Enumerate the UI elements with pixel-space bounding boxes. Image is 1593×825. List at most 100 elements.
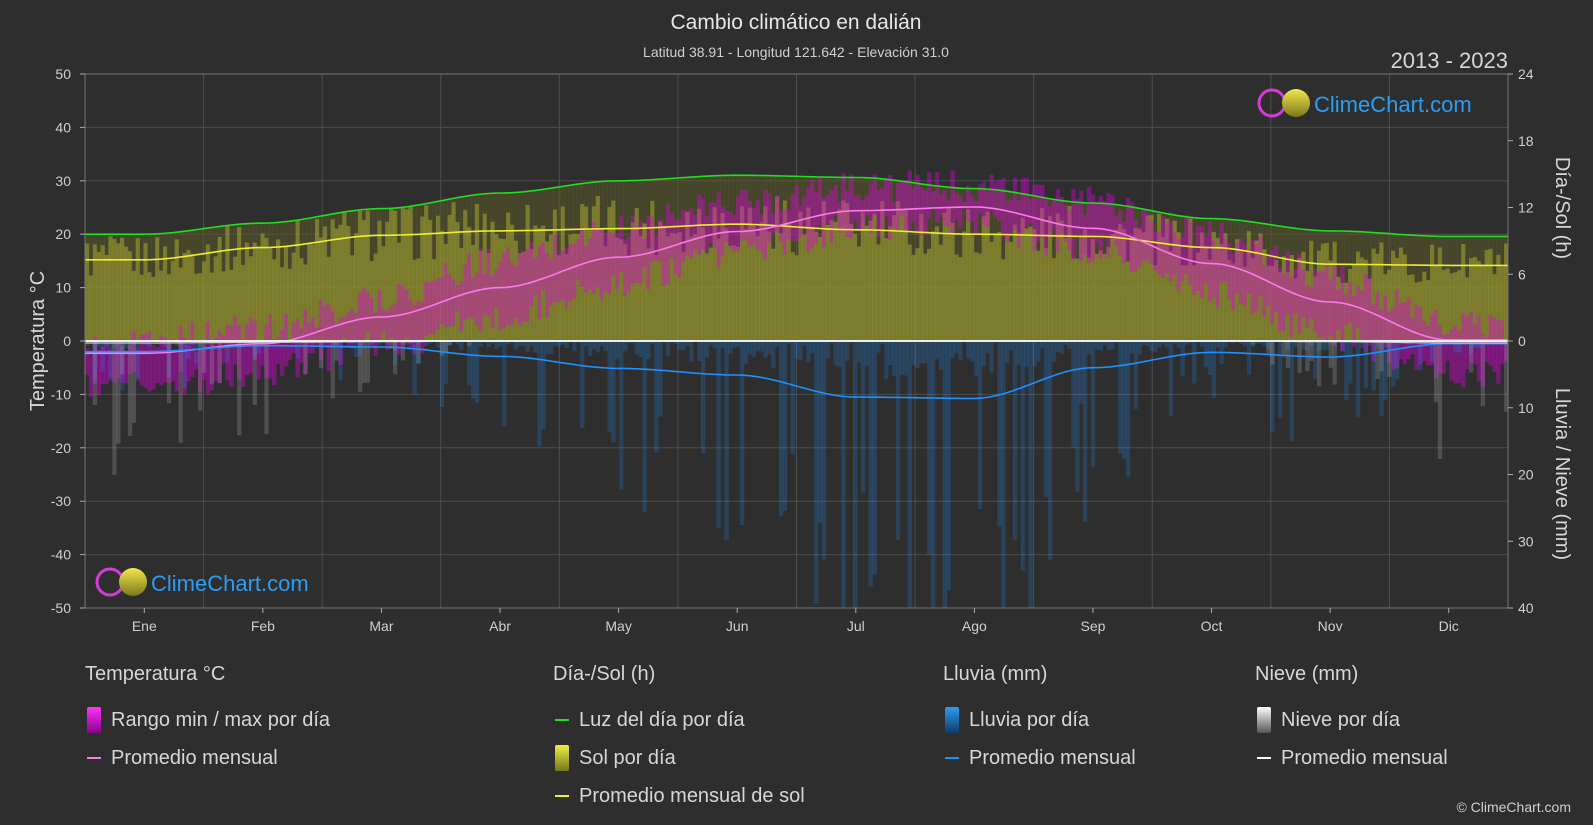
sun-bar — [194, 273, 199, 341]
rain-bar — [400, 341, 406, 344]
temp-range-bar — [829, 189, 834, 243]
sun-bar — [455, 222, 460, 341]
rain-bar — [517, 341, 523, 346]
temp-range-bar — [1336, 289, 1341, 331]
sun-bar — [1075, 258, 1080, 341]
sun-bar — [1149, 215, 1154, 341]
legend-rain: Lluvia (mm) Lluvia por día Promedio mens… — [943, 663, 1136, 777]
tick-label-temperature: -10 — [51, 386, 71, 402]
rain-bar — [942, 341, 947, 608]
rain-bar — [981, 341, 986, 367]
temp-range-bar — [708, 202, 714, 243]
rain-bar — [1324, 341, 1330, 351]
rain-bar — [1137, 341, 1142, 355]
rain-bar — [853, 341, 858, 608]
sun-bar — [931, 231, 936, 341]
temp-range-bar — [619, 215, 624, 273]
temp-range-bar — [209, 344, 215, 391]
sun-bar — [911, 254, 916, 341]
sun-bar — [190, 253, 195, 341]
temp-range-bar — [147, 331, 152, 392]
sun-bar — [431, 259, 437, 341]
temp-range-bar — [513, 266, 519, 319]
temp-range-bar — [459, 281, 464, 332]
rain-bar — [775, 341, 780, 347]
rain-bar — [552, 341, 558, 347]
rain-bar — [1469, 341, 1474, 354]
sun-bar — [1340, 282, 1345, 341]
rain-bar — [1086, 341, 1092, 355]
rain-bar — [915, 341, 920, 369]
rain-bar — [927, 341, 932, 555]
temp-range-bar — [186, 344, 191, 382]
snow-bar — [112, 341, 117, 475]
snow-bar — [1504, 341, 1508, 412]
sun-bar — [778, 233, 784, 341]
sun-bar — [1398, 247, 1404, 341]
sun-bar — [1461, 244, 1466, 341]
rain-bar — [997, 341, 1002, 527]
sun-bar — [888, 226, 893, 341]
rain-bar — [931, 341, 936, 608]
sun-bar — [615, 237, 620, 341]
temp-range-bar — [615, 233, 620, 290]
sun-bar — [541, 225, 546, 341]
tick-label-hours: 12 — [1518, 200, 1534, 216]
rain-bar — [759, 341, 764, 352]
sun-bar — [123, 246, 129, 341]
temp-range-bar — [700, 198, 706, 250]
sun-bar — [661, 225, 667, 341]
temp-range-bar — [880, 187, 885, 231]
temp-range-bar — [1040, 184, 1045, 238]
temp-range-bar — [634, 226, 640, 283]
sun-bar — [1192, 265, 1197, 341]
sun-bar — [927, 248, 932, 341]
temp-range-bar — [385, 310, 390, 350]
temp-range-bar — [814, 191, 819, 244]
snow-bar — [120, 341, 125, 375]
sun-bar — [775, 196, 780, 341]
sun-bar — [868, 220, 873, 341]
sun-bar — [747, 207, 753, 341]
rain-bar — [1125, 341, 1131, 477]
snow-bar — [1437, 341, 1443, 459]
temp-range-bar — [373, 312, 378, 356]
temp-range-bar — [654, 235, 659, 261]
sun-bar — [1001, 259, 1006, 341]
temp-range-bar — [139, 335, 144, 386]
temp-range-bar — [720, 207, 725, 257]
snow-bar — [1285, 341, 1291, 369]
temp-range-bar — [623, 239, 628, 297]
sun-bar — [377, 220, 382, 341]
temp-range-bar — [490, 276, 495, 329]
sun-bar — [580, 204, 585, 341]
snow-bar — [264, 341, 269, 435]
rain-bar — [334, 341, 339, 345]
temp-range-bar — [272, 339, 277, 386]
rain-bar — [876, 341, 881, 353]
rain-bar — [1422, 341, 1427, 344]
sun-bar — [1211, 231, 1217, 341]
sun-bar — [825, 224, 831, 341]
rain-bar — [311, 341, 316, 345]
sun-bar — [892, 215, 897, 341]
rain-bar — [1001, 341, 1006, 608]
temp-range-bar — [1137, 227, 1142, 267]
sun-bar — [170, 260, 176, 341]
sun-bar — [572, 233, 577, 341]
temp-range-bar — [1008, 200, 1014, 235]
rain-bar — [1316, 341, 1322, 351]
rain-bar — [665, 341, 671, 357]
rain-bar — [868, 341, 873, 587]
month-label: Oct — [1201, 618, 1223, 634]
temp-range-bar — [1305, 285, 1310, 328]
sun-bar — [1040, 208, 1045, 341]
sun-bar — [880, 201, 885, 341]
sun-bar — [116, 243, 121, 341]
rain-bar — [1348, 341, 1353, 384]
sun-bar — [1355, 251, 1361, 341]
sun-bar — [1059, 220, 1064, 341]
right-axis-label-bottom: Lluvia / Nieve (mm) — [1551, 388, 1573, 560]
sun-bar — [244, 242, 250, 341]
sun-bar — [131, 270, 137, 341]
